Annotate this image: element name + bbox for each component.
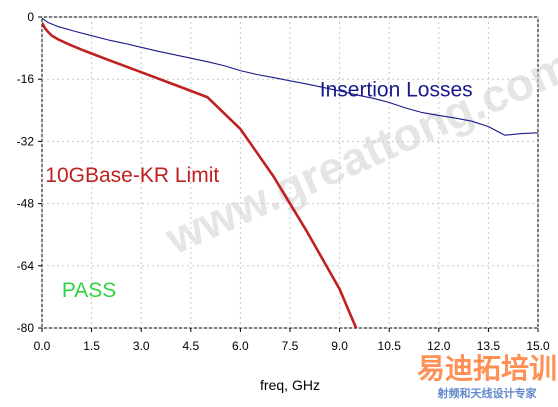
y-tick-label: -64: [17, 259, 35, 273]
y-tick-label: -80: [17, 321, 35, 335]
grid: [41, 16, 539, 329]
y-tick-label: -32: [17, 134, 35, 148]
annotation-10gbase-kr-limit: 10GBase-KR Limit: [45, 164, 219, 187]
annotations: Insertion Losses 10GBase-KR Limit PASS: [45, 79, 472, 302]
x-axis-label: freq, GHz: [260, 377, 320, 393]
x-tick-label: 1.5: [83, 339, 100, 353]
x-axis: 0.0 1.5 3.0 4.5 6.0 7.5 9.0 10.5 12.0 13.5 15.0: [34, 328, 550, 353]
y-axis: 0 -16 -32 -48 -64 -80: [17, 10, 42, 335]
x-tick-label: 12.0: [427, 339, 451, 353]
annotation-pass: PASS: [62, 279, 116, 302]
watermark-brand: 易迪拓培训: [417, 352, 557, 384]
y-tick-label: -48: [17, 197, 35, 211]
x-tick-label: 0.0: [34, 339, 51, 353]
watermark-logo: 易迪拓培训 射频和天线设计专家: [417, 352, 557, 400]
y-tick-label: -16: [17, 72, 35, 86]
x-tick-label: 9.0: [331, 339, 348, 353]
series: [42, 17, 538, 328]
watermark-subtitle: 射频和天线设计专家: [437, 386, 538, 400]
x-tick-label: 6.0: [232, 339, 249, 353]
x-tick-label: 10.5: [378, 339, 402, 353]
x-tick-label: 4.5: [182, 339, 199, 353]
x-tick-label: 7.5: [282, 339, 299, 353]
x-tick-label: 13.5: [477, 339, 501, 353]
annotation-insertion-losses: Insertion Losses: [320, 79, 473, 102]
x-tick-label: 15.0: [526, 339, 550, 353]
x-tick-label: 3.0: [133, 339, 150, 353]
series-line-10gbase-kr-limit: [42, 22, 358, 328]
y-tick-label: 0: [27, 10, 34, 24]
series-line-insertion-losses: [42, 17, 538, 136]
